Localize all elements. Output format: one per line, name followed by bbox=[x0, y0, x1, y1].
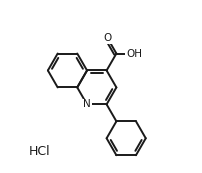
Text: HCl: HCl bbox=[28, 145, 50, 158]
Text: OH: OH bbox=[125, 48, 141, 58]
Text: N: N bbox=[83, 99, 90, 109]
Text: O: O bbox=[103, 33, 111, 43]
